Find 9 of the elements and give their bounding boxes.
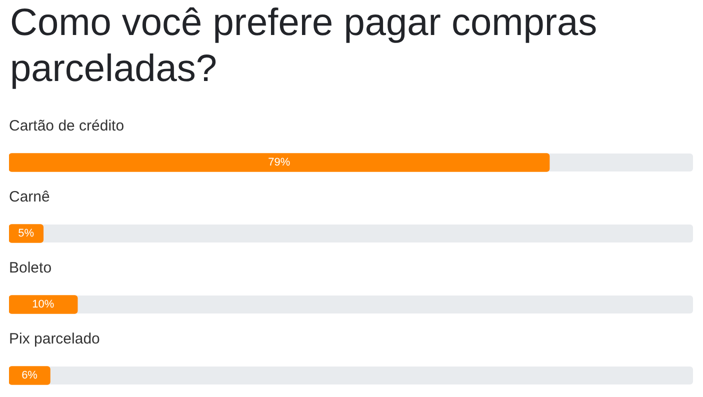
y-tick-label: Boleto <box>9 260 52 277</box>
chart-title: Como você prefere pagar compras parceladas? <box>9 1 598 92</box>
data-label: 5% <box>18 228 34 240</box>
y-tick-label: Pix parcelado <box>9 330 100 348</box>
data-label: 6% <box>22 370 38 382</box>
data-label: 79% <box>268 156 290 169</box>
data-label: 10% <box>32 298 54 311</box>
y-tick-label: Carnê <box>9 188 50 206</box>
y-tick-label: Cartão de crédito <box>9 118 124 135</box>
